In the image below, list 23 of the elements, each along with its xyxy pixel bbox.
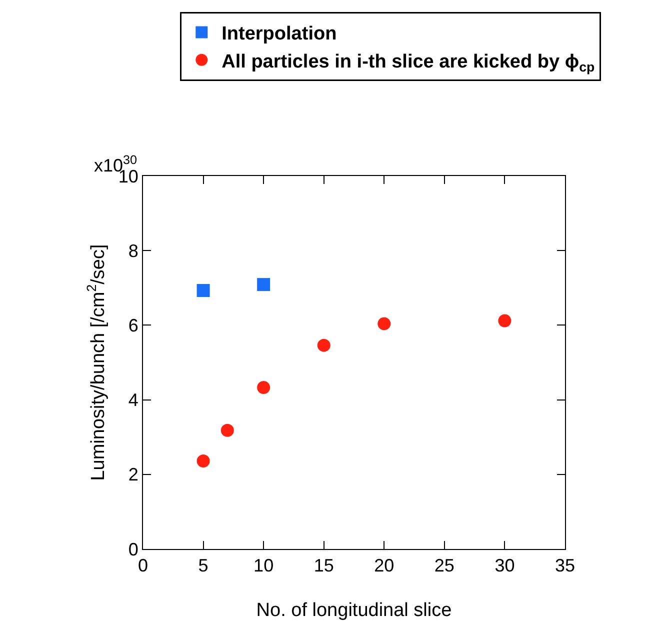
legend-label: Interpolation	[222, 24, 337, 45]
point	[196, 284, 210, 298]
x-tick-label: 35	[554, 556, 576, 576]
x-tick-label: 5	[198, 556, 208, 576]
y-tick-label: 8	[128, 240, 138, 261]
y-tick-label: 4	[128, 390, 138, 410]
y-tick-label: 6	[128, 316, 138, 336]
x-tick-label: 20	[374, 556, 394, 576]
y-tick-label: 0	[128, 539, 138, 560]
point	[378, 317, 391, 330]
y-tick-label: 2	[128, 464, 138, 485]
x-tick-label: 30	[494, 556, 515, 576]
point	[220, 424, 234, 437]
point	[317, 338, 330, 352]
x-axis-title: No. of longitudinal slice	[256, 600, 452, 621]
point	[257, 380, 270, 394]
x-tick-label: 10	[254, 556, 274, 576]
x-tick-label: 15	[314, 556, 334, 576]
point	[196, 454, 210, 468]
x-tick-label: 25	[434, 556, 454, 576]
legend-label: All particles in i-th slice are kicked by ϕ$_{cp}$	[222, 51, 595, 74]
point	[498, 314, 512, 328]
point	[257, 278, 270, 292]
